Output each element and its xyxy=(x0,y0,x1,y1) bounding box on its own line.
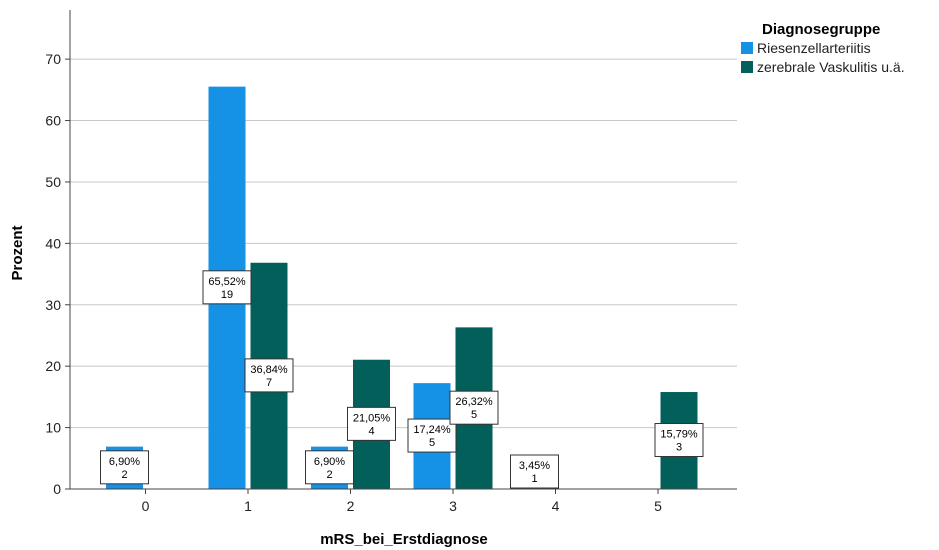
data-label-bg xyxy=(347,406,396,441)
data-label-count: 1 xyxy=(531,473,537,485)
data-label-percent: 17,24% xyxy=(413,424,451,436)
y-tick-label: 60 xyxy=(45,113,61,129)
x-tick-label: 4 xyxy=(552,498,560,514)
grid-lines xyxy=(70,58,737,429)
data-label-count: 4 xyxy=(368,425,374,437)
data-label-percent: 6,90% xyxy=(109,456,140,468)
data-label-bg xyxy=(100,450,149,485)
data-label-count: 5 xyxy=(471,409,477,421)
legend-entry: Riesenzellarteriitis xyxy=(757,40,871,56)
x-tick-label: 0 xyxy=(142,498,150,514)
data-label-box: 3,45%1 xyxy=(510,454,559,489)
data-label-box: 21,05%4 xyxy=(347,406,396,441)
x-tick-label: 5 xyxy=(654,498,662,514)
data-label-percent: 6,90% xyxy=(314,456,345,468)
y-tick-label: 30 xyxy=(45,297,61,313)
data-label-count: 19 xyxy=(221,289,233,301)
y-tick-label: 50 xyxy=(45,174,61,190)
x-axis: 0 1 2 3 4 5 xyxy=(70,488,737,514)
data-label-count: 5 xyxy=(429,437,435,449)
data-label-percent: 26,32% xyxy=(455,396,493,408)
data-labels: 6,90%265,52%196,90%217,24%53,45%136,84%7… xyxy=(100,270,704,489)
data-label-bg xyxy=(510,454,559,489)
y-axis: 0 10 20 30 40 50 60 70 xyxy=(45,10,71,497)
data-label-count: 7 xyxy=(266,377,272,389)
data-label-bg xyxy=(244,358,294,393)
legend: Diagnosegruppe Riesenzellarteriitis zereb… xyxy=(741,21,905,75)
legend-entry: zerebrale Vaskulitis u.ä. xyxy=(757,59,905,75)
data-label-box: 65,52%19 xyxy=(202,270,252,305)
data-label-box: 26,32%5 xyxy=(449,390,499,425)
x-axis-title: mRS_bei_Erstdiagnose xyxy=(320,531,488,548)
data-label-count: 3 xyxy=(676,442,682,454)
data-label-bg xyxy=(654,423,704,458)
y-axis-title: Prozent xyxy=(9,225,26,280)
data-label-count: 2 xyxy=(326,469,332,481)
legend-swatch xyxy=(741,61,753,73)
data-label-percent: 36,84% xyxy=(250,364,288,376)
data-label-box: 36,84%7 xyxy=(244,358,294,393)
x-tick-label: 1 xyxy=(244,498,252,514)
data-label-percent: 3,45% xyxy=(519,460,550,472)
x-tick-label: 3 xyxy=(449,498,457,514)
data-label-box: 6,90%2 xyxy=(305,450,354,485)
y-tick-label: 20 xyxy=(45,358,61,374)
y-tick-label: 70 xyxy=(45,51,61,67)
data-label-bg xyxy=(305,450,354,485)
data-label-bg xyxy=(449,390,499,425)
data-label-percent: 21,05% xyxy=(353,412,391,424)
data-label-bg xyxy=(202,270,252,305)
y-tick-label: 0 xyxy=(53,481,61,497)
y-tick-label: 40 xyxy=(45,235,61,251)
data-label-box: 6,90%2 xyxy=(100,450,149,485)
data-label-percent: 15,79% xyxy=(660,429,698,441)
data-label-box: 17,24%5 xyxy=(407,418,457,453)
data-label-percent: 65,52% xyxy=(208,276,246,288)
data-label-box: 15,79%3 xyxy=(654,423,704,458)
bars xyxy=(106,86,698,489)
legend-swatch xyxy=(741,42,753,54)
x-tick-label: 2 xyxy=(347,498,355,514)
data-label-count: 2 xyxy=(121,469,127,481)
data-label-bg xyxy=(407,418,457,453)
y-tick-label: 10 xyxy=(45,420,61,436)
legend-title: Diagnosegruppe xyxy=(762,21,880,38)
